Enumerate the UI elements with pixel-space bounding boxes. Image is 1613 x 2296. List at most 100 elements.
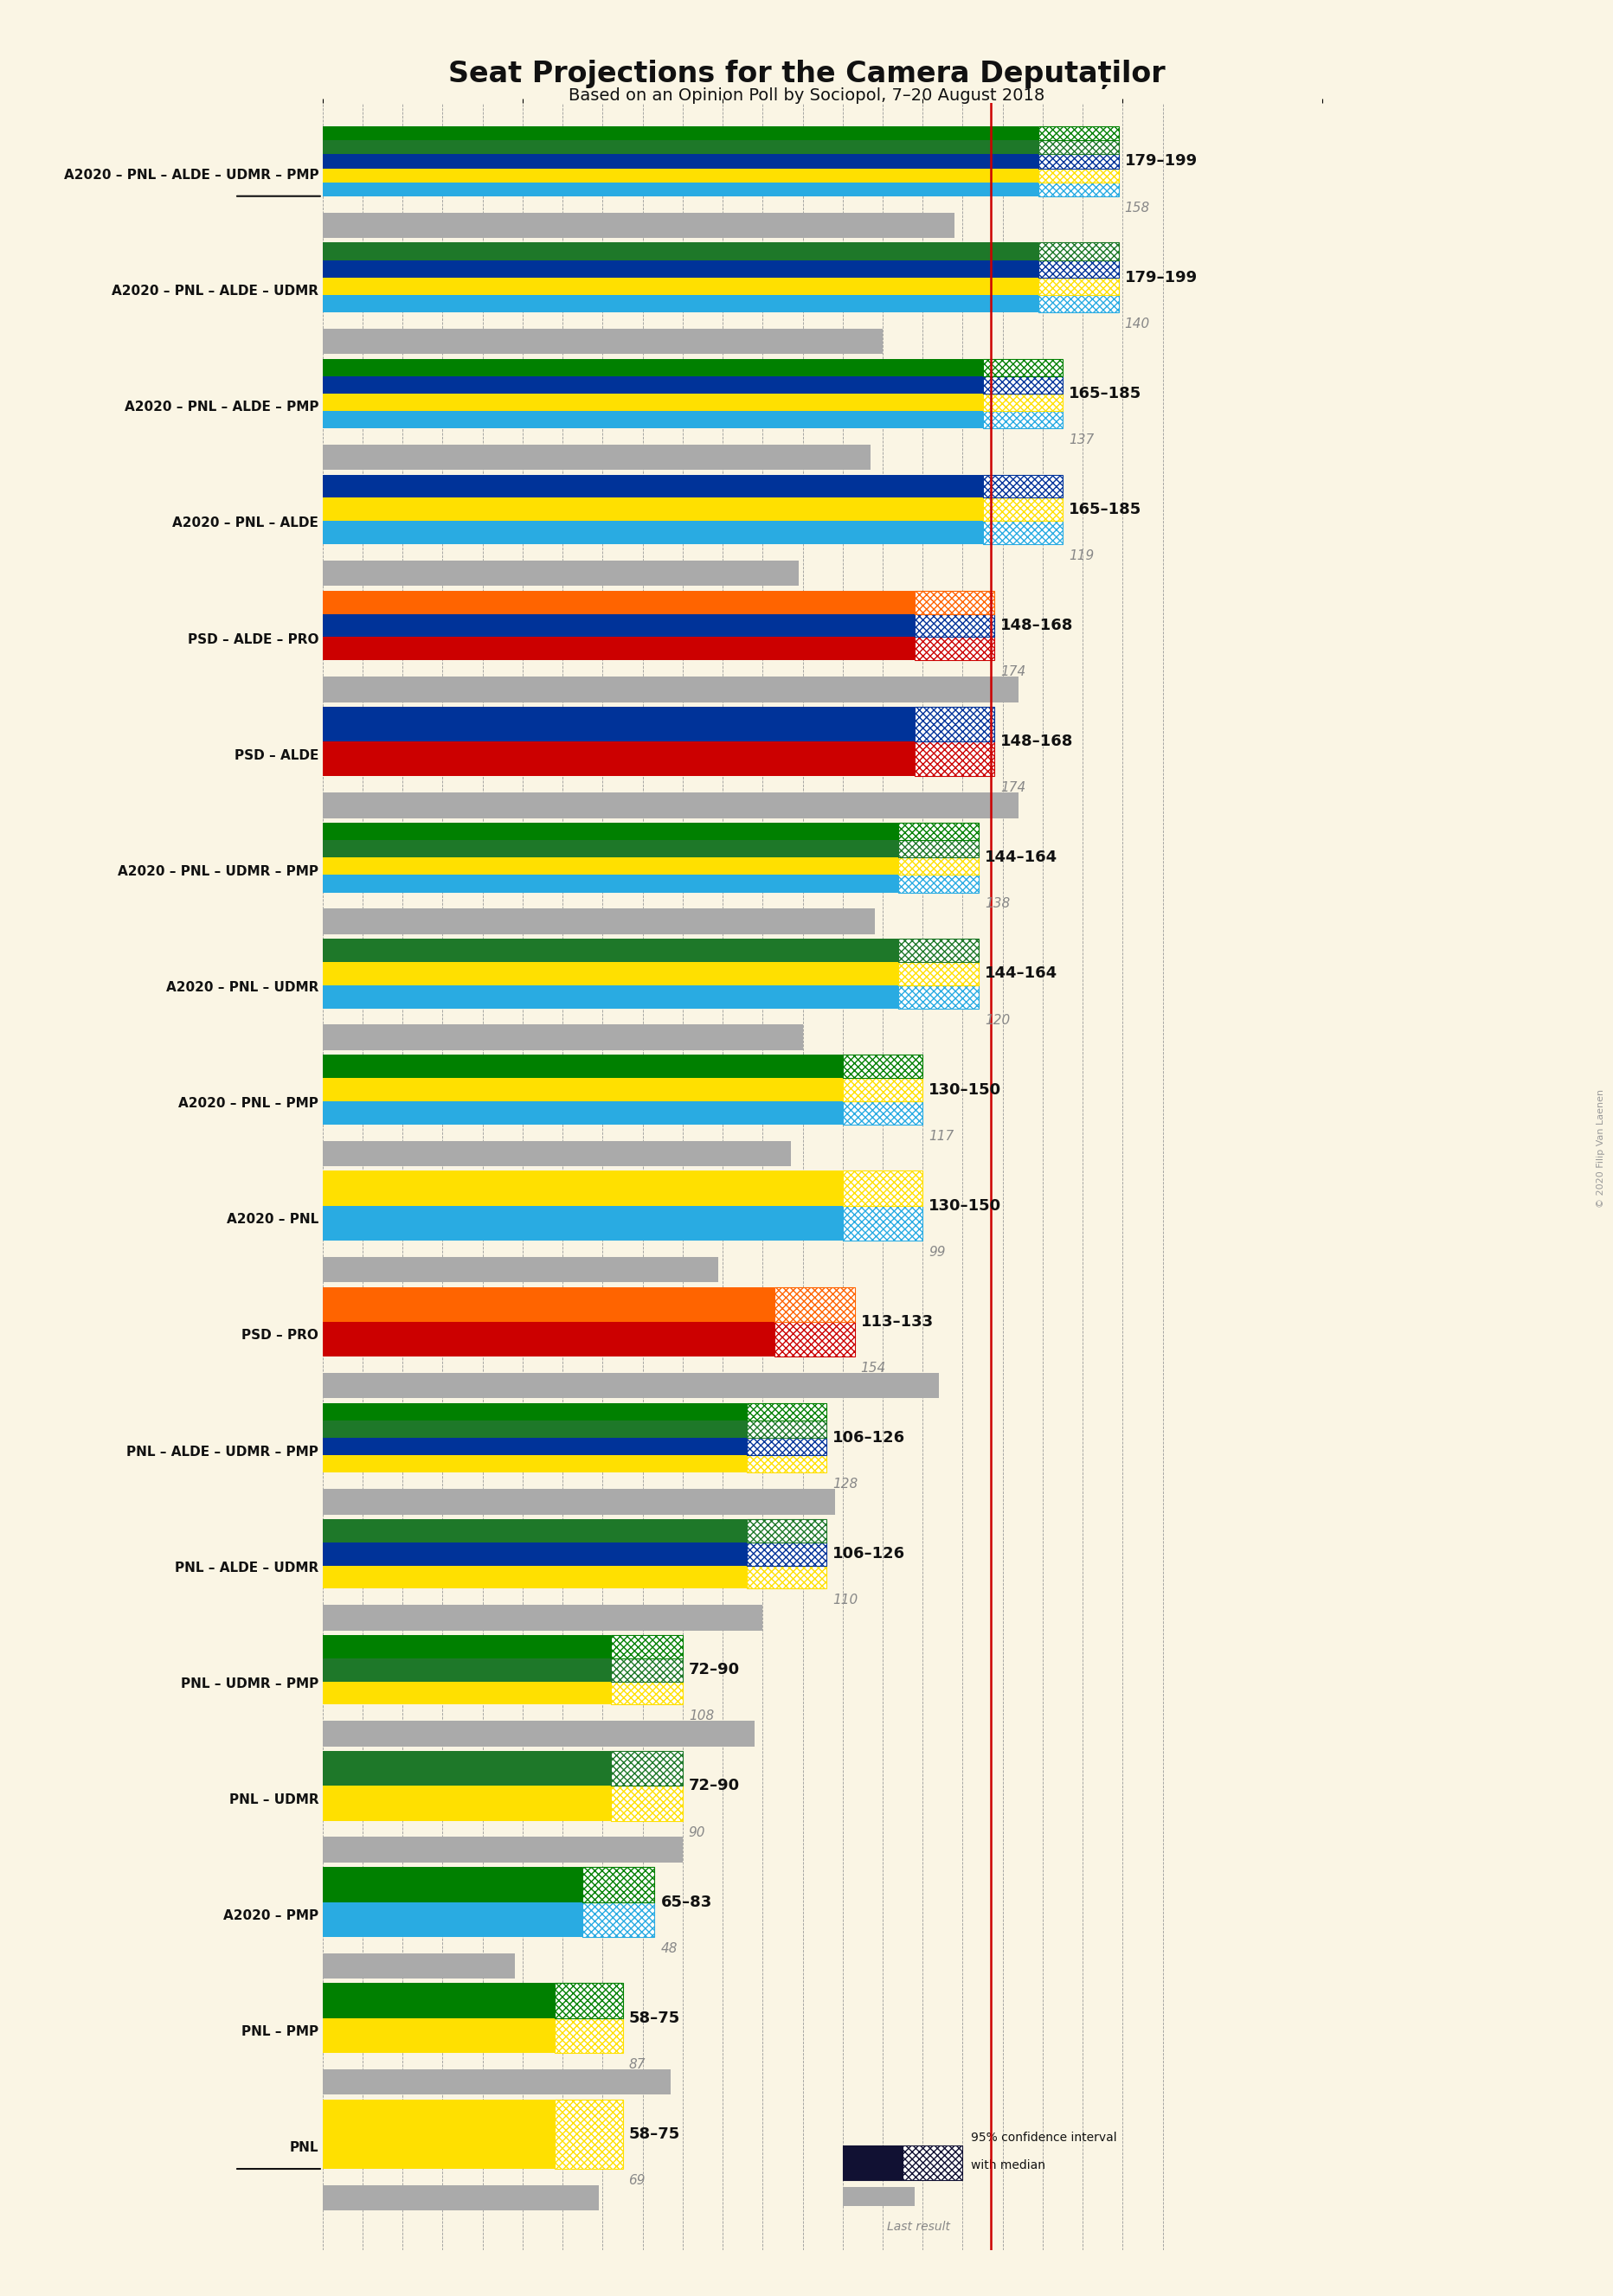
Text: 72–90: 72–90	[689, 1777, 740, 1793]
Bar	[323, 243, 1039, 259]
Bar	[1039, 278, 1119, 294]
Bar	[555, 2099, 623, 2170]
Text: with median: with median	[971, 2158, 1045, 2172]
Text: 99: 99	[929, 1247, 945, 1258]
Bar	[323, 840, 898, 859]
Text: Based on an Opinion Poll by Sociopol, 7–20 August 2018: Based on an Opinion Poll by Sociopol, 7–…	[568, 87, 1045, 103]
Bar	[323, 1605, 763, 1630]
Text: 144–164: 144–164	[984, 850, 1058, 866]
Bar	[323, 822, 898, 840]
Text: 69: 69	[629, 2174, 645, 2188]
Bar	[323, 875, 898, 893]
Bar	[323, 1520, 747, 1543]
Bar	[323, 1288, 774, 1322]
Bar	[323, 1205, 842, 1240]
Text: A2020 – PNL – UDMR: A2020 – PNL – UDMR	[166, 980, 319, 994]
Bar	[323, 1403, 747, 1421]
Text: 174: 174	[1000, 781, 1026, 794]
Text: 140: 140	[1124, 317, 1150, 331]
Text: 148–168: 148–168	[1000, 618, 1074, 634]
Bar	[611, 1752, 682, 1786]
Text: A2020 – PMP: A2020 – PMP	[223, 1910, 319, 1922]
Bar	[323, 1421, 747, 1437]
Bar	[323, 1141, 790, 1166]
Bar	[323, 214, 955, 239]
Text: 120: 120	[984, 1013, 1010, 1026]
Bar	[323, 1722, 755, 1747]
Bar	[323, 1456, 747, 1472]
Bar	[611, 1786, 682, 1821]
Bar	[323, 1954, 515, 1979]
Bar	[323, 393, 982, 411]
Text: A2020 – PNL: A2020 – PNL	[227, 1212, 319, 1226]
Text: A2020 – PNL – ALDE – UDMR: A2020 – PNL – ALDE – UDMR	[111, 285, 319, 298]
Bar	[898, 962, 979, 985]
Bar	[1039, 140, 1119, 154]
Text: 58–75: 58–75	[629, 2011, 681, 2025]
Text: 117: 117	[929, 1130, 953, 1143]
Bar	[323, 859, 898, 875]
Bar	[982, 521, 1063, 544]
Text: PNL – ALDE – UDMR: PNL – ALDE – UDMR	[174, 1561, 319, 1575]
Text: A2020 – PNL – ALDE – UDMR – PMP: A2020 – PNL – ALDE – UDMR – PMP	[63, 170, 319, 181]
Bar	[323, 411, 982, 429]
Bar	[982, 358, 1063, 377]
Bar	[323, 2186, 598, 2211]
Bar	[323, 962, 898, 985]
Bar	[323, 613, 915, 636]
Text: 113–133: 113–133	[861, 1313, 934, 1329]
Text: PNL: PNL	[290, 2142, 319, 2154]
Bar	[323, 1171, 842, 1205]
Text: 108: 108	[689, 1711, 715, 1722]
Text: 179–199: 179–199	[1124, 154, 1197, 170]
Text: 165–185: 165–185	[1069, 386, 1142, 402]
Bar	[323, 1437, 747, 1456]
Bar	[323, 560, 798, 585]
Bar	[582, 1867, 655, 1901]
Bar	[323, 1786, 611, 1821]
Text: PSD – ALDE – PRO: PSD – ALDE – PRO	[187, 634, 319, 645]
Bar	[1039, 181, 1119, 195]
Bar	[323, 1867, 582, 1901]
Bar	[323, 2018, 555, 2053]
Bar	[982, 475, 1063, 498]
Text: © 2020 Filip Van Laenen: © 2020 Filip Van Laenen	[1597, 1088, 1605, 1208]
Bar	[842, 2188, 915, 2206]
Text: 138: 138	[984, 898, 1010, 912]
Text: 148–168: 148–168	[1000, 735, 1074, 748]
Bar	[323, 1566, 747, 1589]
Text: PSD – PRO: PSD – PRO	[242, 1329, 319, 1343]
Bar	[323, 521, 982, 544]
Bar	[915, 636, 995, 661]
Bar	[842, 1079, 923, 1102]
Text: 179–199: 179–199	[1124, 269, 1197, 285]
Text: 130–150: 130–150	[929, 1081, 1002, 1097]
Bar	[898, 840, 979, 859]
Bar	[915, 590, 995, 613]
Text: 110: 110	[832, 1593, 858, 1607]
Bar	[323, 358, 982, 377]
Bar	[323, 1543, 747, 1566]
Bar	[611, 1635, 682, 1658]
Bar	[323, 1984, 555, 2018]
Text: Seat Projections for the Camera Deputaților: Seat Projections for the Camera Deputați…	[448, 60, 1165, 90]
Bar	[1039, 243, 1119, 259]
Bar	[747, 1566, 826, 1589]
Bar	[323, 985, 898, 1008]
Text: 119: 119	[1069, 549, 1094, 563]
Bar	[774, 1288, 855, 1322]
Bar	[982, 411, 1063, 429]
Bar	[323, 1488, 834, 1515]
Text: 72–90: 72–90	[689, 1662, 740, 1678]
Text: 158: 158	[1124, 202, 1150, 214]
Bar	[898, 985, 979, 1008]
Bar	[323, 168, 1039, 181]
Text: PNL – UDMR: PNL – UDMR	[229, 1793, 319, 1807]
Bar	[982, 393, 1063, 411]
Bar	[1039, 294, 1119, 312]
Bar	[842, 1102, 923, 1125]
Bar	[747, 1421, 826, 1437]
Bar	[842, 1054, 923, 1079]
Bar	[915, 707, 995, 742]
Bar	[982, 377, 1063, 393]
